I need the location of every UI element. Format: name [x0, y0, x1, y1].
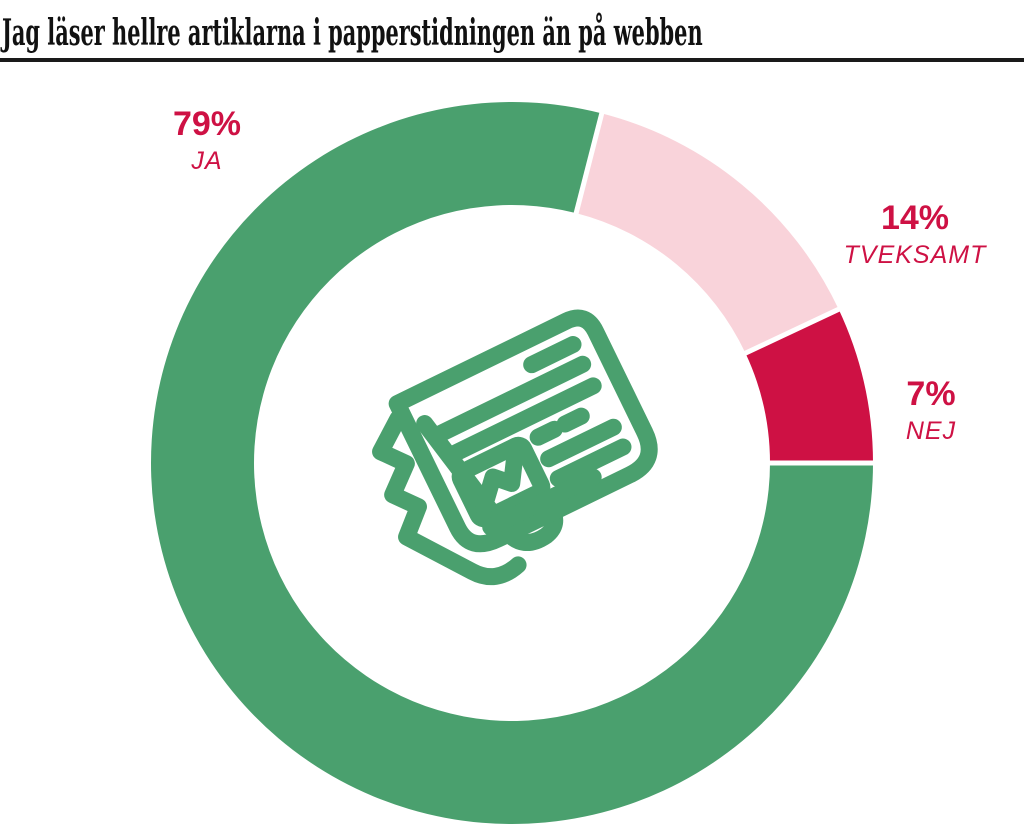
- label-tveksamt-name: TVEKSAMT: [843, 241, 987, 269]
- donut-segments: [150, 101, 873, 824]
- newspaper-text-line: [549, 438, 632, 488]
- header: Jag läser hellre artiklarna i papperstid…: [0, 0, 1024, 62]
- newspaper-photo-mountain: [475, 449, 524, 517]
- donut-segment-tveksamt: [576, 113, 839, 354]
- label-tveksamt-percent: 14%: [880, 199, 950, 237]
- segment-gap-line: [571, 105, 606, 221]
- label-ja: 79% JA: [173, 106, 241, 175]
- newspaper-photo-box: [451, 436, 551, 528]
- newspaper-icon: [372, 309, 658, 586]
- segment-gap-line: [738, 304, 847, 359]
- label-nej-percent: 7%: [906, 375, 956, 413]
- segment-gap-lines: [571, 105, 880, 466]
- label-tveksamt: 14% TVEKSAMT: [844, 200, 987, 269]
- label-nej: 7% NEJ: [906, 376, 956, 445]
- newspaper-page: [388, 309, 658, 553]
- label-ja-name: JA: [191, 147, 223, 175]
- newspaper-text-line: [430, 355, 592, 443]
- newspaper-headline-dash: [523, 336, 582, 374]
- newspaper-text-line: [440, 377, 602, 465]
- donut-segment-nej: [745, 309, 873, 463]
- newspaper-short-dash: [556, 407, 590, 433]
- newspaper-bottom-line: [482, 468, 602, 536]
- newspaper-short-dash: [529, 420, 563, 446]
- newspaper-text-line: [540, 418, 622, 468]
- label-nej-name: NEJ: [905, 417, 957, 445]
- label-ja-percent: 79%: [172, 105, 242, 143]
- newspaper-fold: [372, 410, 527, 586]
- chart-title: Jag läser hellre artiklarna i papperstid…: [2, 12, 703, 54]
